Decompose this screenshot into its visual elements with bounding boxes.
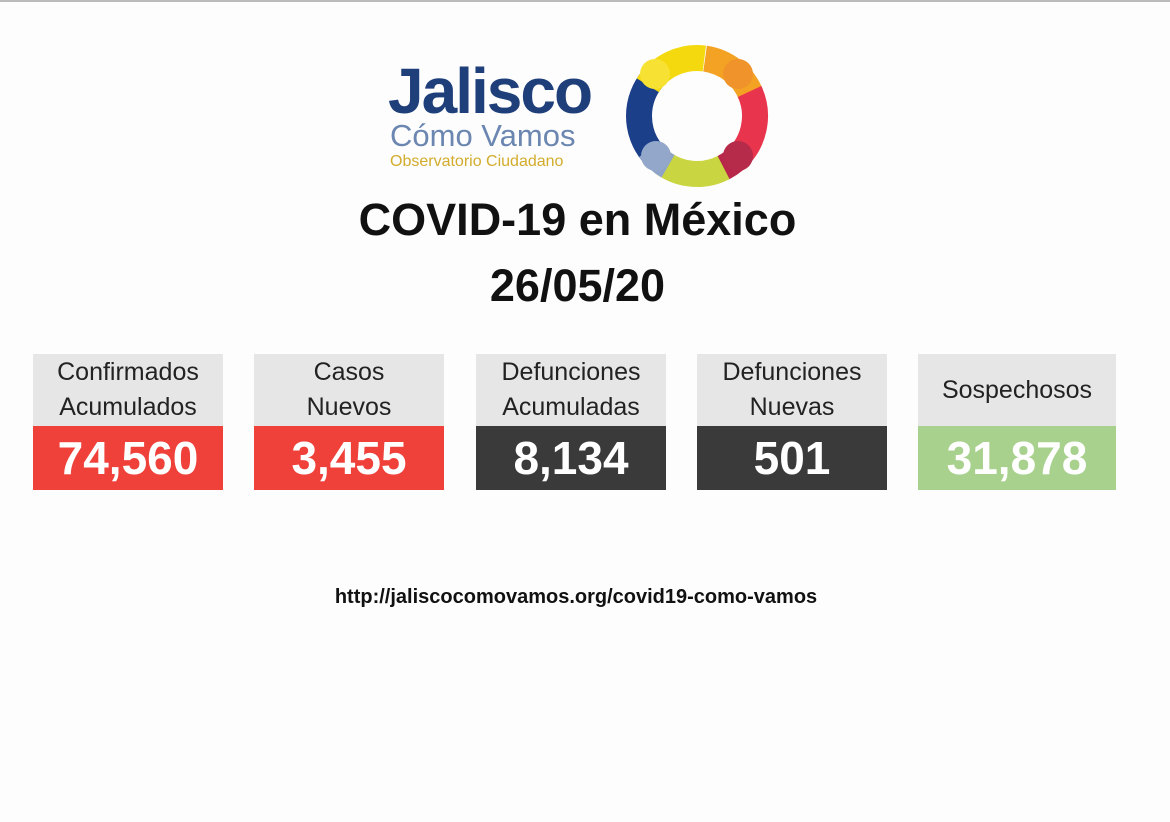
stat-label-line: Casos (313, 358, 385, 386)
stat-value: 8,134 (476, 426, 666, 490)
logo-ring (626, 44, 768, 187)
stat-label: Confirmados Acumulados (33, 354, 223, 426)
stat-card: Sospechosos 31,878 (918, 354, 1116, 490)
logo-tagline: Observatorio Ciudadano (390, 153, 564, 170)
stat-card: Confirmados Acumulados 74,560 (33, 354, 223, 490)
stat-label: Casos Nuevos (254, 354, 444, 426)
logo-subtitle: Cómo Vamos (390, 118, 576, 153)
stat-card: Casos Nuevos 3,455 (254, 354, 444, 490)
stat-label: Defunciones Acumuladas (476, 354, 666, 426)
stat-value: 501 (697, 426, 887, 490)
stat-label-line: Sospechosos (941, 375, 1093, 404)
stat-value: 31,878 (918, 426, 1116, 490)
stat-label-line: Nuevos (306, 393, 392, 421)
stat-card: Defunciones Acumuladas 8,134 (476, 354, 666, 490)
stat-label-line: Acumuladas (502, 393, 640, 421)
title: COVID-19 en México (358, 194, 797, 245)
stat-card: Defunciones Nuevas 501 (697, 354, 887, 490)
stat-label-line: Nuevas (749, 393, 835, 421)
url: http://jaliscocomovamos.org/covid19-como… (334, 586, 818, 608)
logo-name: Jalisco (388, 55, 593, 127)
stat-label: Defunciones Nuevas (697, 354, 887, 426)
stat-label-line: Defunciones (501, 358, 641, 386)
stat-label-line: Confirmados (57, 358, 199, 386)
stat-value: 3,455 (254, 426, 444, 490)
stat-label-line: Defunciones (722, 358, 862, 386)
date: 26/05/20 (489, 260, 666, 311)
stat-label-line: Acumulados (59, 393, 197, 421)
stat-label: Sospechosos (918, 354, 1116, 426)
stat-value: 74,560 (33, 426, 223, 490)
